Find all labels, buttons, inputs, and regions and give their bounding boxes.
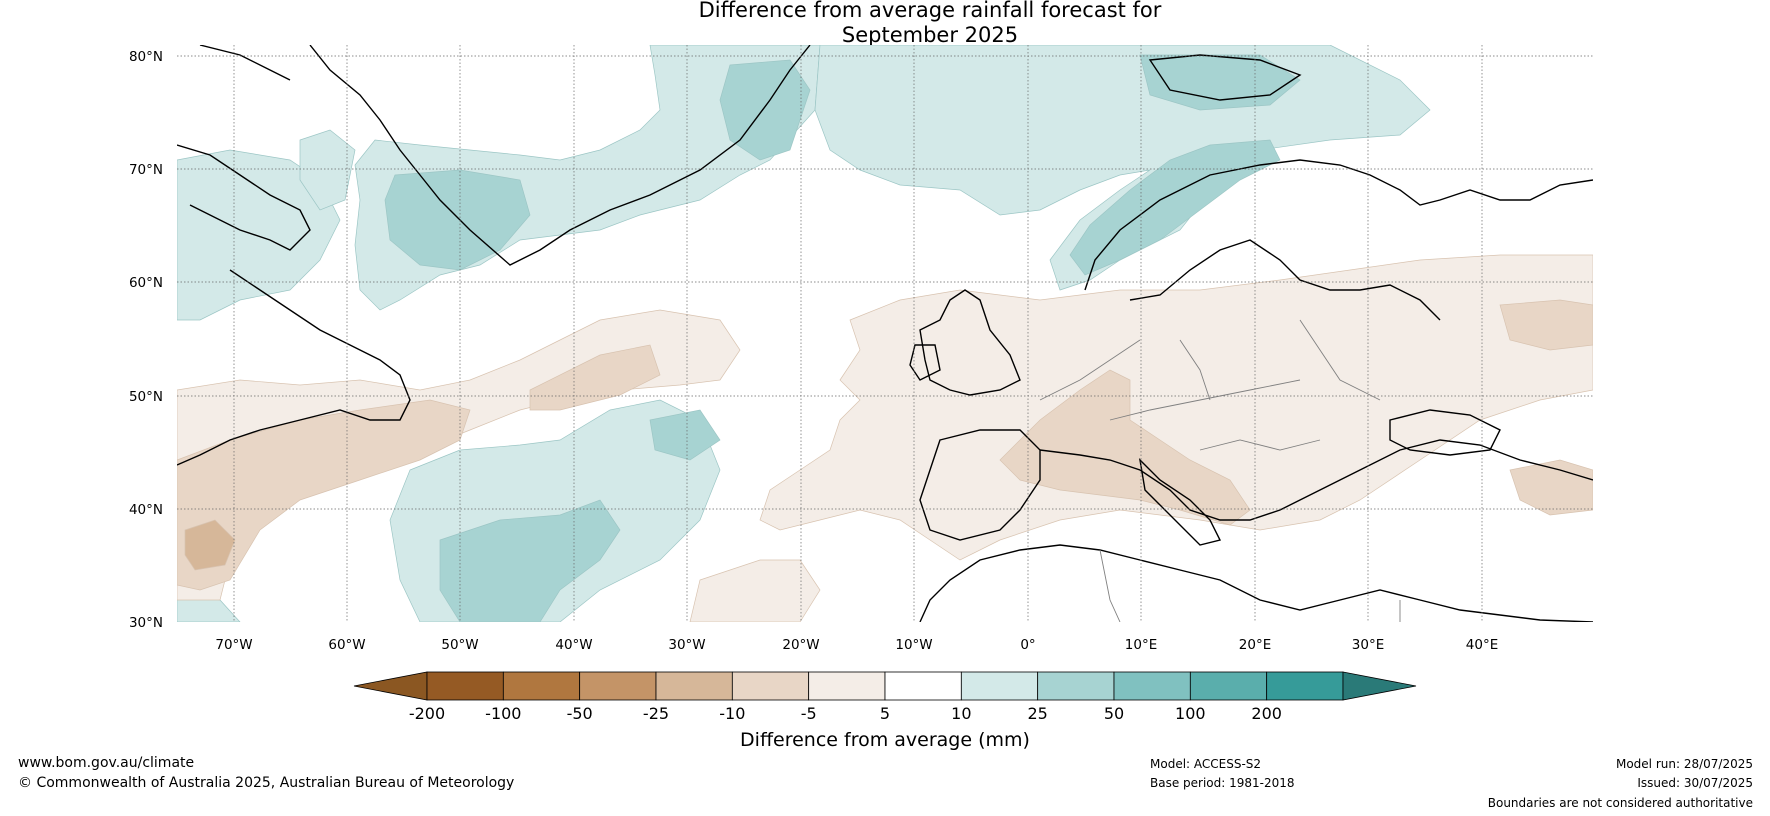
black-sea	[1389, 409, 1501, 456]
sweden-finland	[1129, 239, 1441, 321]
labrador-coast	[177, 269, 411, 466]
colorbar-bin	[579, 671, 657, 701]
colorbar-tick-label: -50	[567, 704, 593, 723]
colorbar-tick-label: -100	[485, 704, 521, 723]
latitude-labels: 80°N 70°N 60°N 50°N 40°N 30°N	[129, 49, 163, 631]
colorbar-bin	[1189, 671, 1268, 701]
wet-region-mid-atlantic	[649, 409, 721, 461]
colorbar: -200 -100 -50 -25 -10 -5 5 10 25 50 100 200 Differe…	[353, 671, 1417, 751]
base-period-text: Base period: 1981-2018	[1150, 776, 1295, 790]
colorbar-extend-high	[1342, 671, 1417, 701]
wet-region-norway-coast	[1069, 139, 1281, 276]
lon-label-0: 0°	[1020, 637, 1035, 653]
disclaimer-text: Boundaries are not considered authoritat…	[1487, 796, 1753, 810]
colorbar-extend-low	[353, 671, 428, 701]
colorbar-bin	[960, 671, 1039, 701]
baffin-island	[177, 144, 311, 251]
lon-label-40w: 40°W	[555, 637, 592, 653]
copyright-text: © Commonwealth of Australia 2025, Austra…	[18, 775, 515, 791]
colorbar-bins	[426, 671, 1344, 701]
italy	[1138, 457, 1222, 546]
colorbar-labels: -200 -100 -50 -25 -10 -5 5 10 25 50 100 200	[409, 704, 1282, 723]
colorbar-tick-label: 100	[1175, 704, 1206, 723]
norway-coast	[1084, 159, 1593, 291]
lon-label-30e: 30°E	[1352, 637, 1384, 653]
dry-region-europe	[759, 254, 1593, 561]
dry-region-east-us	[177, 399, 471, 591]
map-title-line1: Difference from average rainfall forecas…	[698, 0, 1162, 22]
border-germany-poland	[1179, 339, 1211, 401]
lon-label-20e: 20°E	[1239, 637, 1271, 653]
country-borders	[1039, 319, 1401, 622]
lon-label-20w: 20°W	[782, 637, 819, 653]
colorbar-tick-label: -25	[643, 704, 669, 723]
colorbar-bin	[426, 671, 504, 701]
website-text: www.bom.gov.au/climate	[18, 755, 195, 771]
uk-ireland	[919, 289, 1021, 396]
mediterranean-north	[1039, 439, 1593, 521]
border-balkans	[1199, 439, 1321, 451]
lon-label-10w: 10°W	[895, 637, 932, 653]
lat-label-30: 30°N	[129, 615, 163, 631]
colorbar-tick-label: 200	[1251, 704, 1282, 723]
map-area	[177, 45, 1593, 622]
lon-label-40e: 40°E	[1466, 637, 1498, 653]
colorbar-bin	[1113, 671, 1191, 701]
wet-region-atlantic-core	[439, 499, 621, 622]
dry-anomaly-regions	[177, 254, 1593, 622]
dry-region-mid-atlantic-south	[689, 559, 821, 622]
lon-label-10e: 10°E	[1125, 637, 1157, 653]
graticule	[177, 45, 1593, 622]
colorbar-tick-label: -5	[801, 704, 817, 723]
lat-label-80: 80°N	[129, 49, 163, 65]
lon-label-50w: 50°W	[441, 637, 478, 653]
model-run-text: Model run: 28/07/2025	[1615, 757, 1753, 771]
colorbar-bin	[655, 671, 733, 701]
dry-region-east-europe	[1499, 299, 1593, 351]
lon-label-30w: 30°W	[668, 637, 705, 653]
wet-anomaly-regions	[177, 45, 1431, 622]
colorbar-tick-label: 10	[951, 704, 971, 723]
lat-label-60: 60°N	[129, 275, 163, 291]
colorbar-tick-label: -10	[719, 704, 745, 723]
north-africa	[919, 544, 1593, 622]
ireland	[909, 344, 941, 381]
wet-region-greenland-south	[384, 169, 531, 271]
iberia	[919, 429, 1041, 541]
lat-label-70: 70°N	[129, 162, 163, 178]
map-title: Difference from average rainfall forecas…	[0, 0, 1770, 48]
dry-region-cape-cod	[184, 519, 236, 571]
lat-label-40: 40°N	[129, 502, 163, 518]
issued-text: Issued: 30/07/2025	[1637, 776, 1753, 790]
border-north-africa	[1099, 549, 1121, 622]
colorbar-tick-label: 25	[1027, 704, 1047, 723]
colorbar-tick-label: 5	[880, 704, 890, 723]
border-france-germany	[1039, 339, 1141, 401]
lon-label-60w: 60°W	[328, 637, 365, 653]
model-text: Model: ACCESS-S2	[1150, 757, 1262, 771]
colorbar-bin	[1037, 671, 1115, 701]
wet-region-labrador	[177, 149, 341, 321]
wet-region-baffin	[299, 129, 356, 211]
greenland-coast	[309, 45, 811, 266]
colorbar-bin	[502, 671, 581, 701]
colorbar-title: Difference from average (mm)	[740, 729, 1030, 751]
dry-region-mid-atlantic-north	[529, 344, 661, 411]
map-title-line2: September 2025	[841, 23, 1019, 47]
lat-label-50: 50°N	[129, 389, 163, 405]
greenland-north	[199, 45, 291, 81]
dry-region-iberia-france	[999, 369, 1251, 526]
colorbar-bin	[731, 671, 810, 701]
longitude-labels: 70°W 60°W 50°W 40°W 30°W 20°W 10°W 0° 10…	[215, 637, 1498, 653]
lon-label-70w: 70°W	[215, 637, 252, 653]
wet-region-iceland-sea	[814, 45, 1431, 291]
colorbar-bin	[808, 671, 886, 701]
border-central-europe	[1109, 379, 1301, 421]
border-east-europe	[1299, 319, 1381, 401]
colorbar-tick-label: -200	[409, 704, 445, 723]
colorbar-tick-label: 50	[1104, 704, 1124, 723]
colorbar-bin	[1266, 671, 1344, 701]
colorbar-bin	[884, 671, 962, 701]
